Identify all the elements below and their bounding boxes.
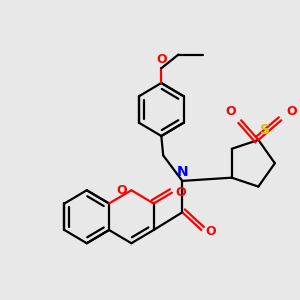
Text: O: O [226, 105, 236, 118]
Text: O: O [205, 226, 216, 238]
Text: O: O [156, 53, 166, 66]
Text: S: S [260, 123, 270, 137]
Text: N: N [176, 165, 188, 179]
Text: O: O [176, 186, 186, 199]
Text: O: O [286, 105, 297, 118]
Text: O: O [116, 184, 127, 197]
